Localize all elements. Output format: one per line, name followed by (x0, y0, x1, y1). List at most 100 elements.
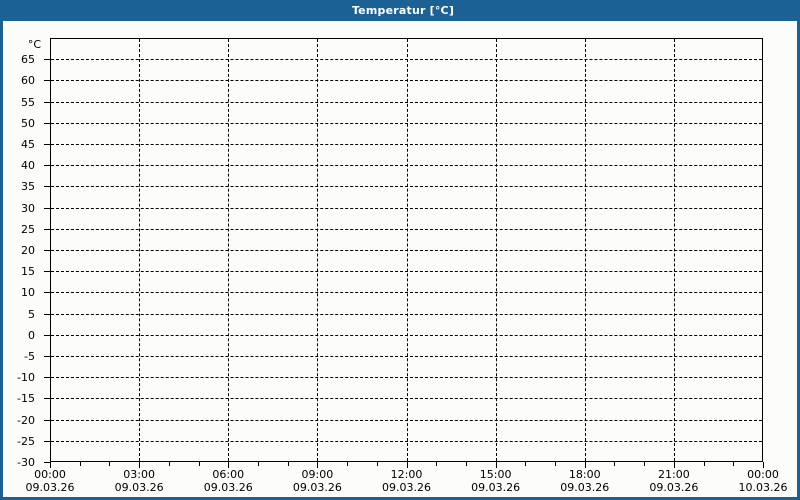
x-axis-minor-tick (644, 462, 646, 466)
x-axis-tick-time: 15:00 (479, 468, 512, 481)
y-axis-tick (44, 398, 50, 400)
x-axis-tick (673, 462, 675, 468)
x-axis-tick-time: 03:00 (123, 468, 155, 481)
x-axis-tick-label: 00:00 10.03.26 (703, 468, 800, 494)
x-axis-minor-tick (555, 462, 557, 466)
x-axis-minor-tick (257, 462, 259, 466)
gridline-vertical (584, 39, 586, 461)
y-axis-tick-label: 50 (21, 116, 35, 130)
x-axis-tick-date: 09.03.26 (471, 481, 521, 494)
gridline-vertical (139, 39, 141, 461)
x-axis-minor-tick (287, 462, 289, 466)
y-axis-tick (44, 250, 50, 251)
x-axis-minor-tick (79, 462, 81, 466)
gridline-vertical (317, 39, 319, 461)
y-axis-tick (44, 186, 50, 188)
y-axis-tick (44, 462, 50, 463)
gridline-vertical (495, 39, 497, 461)
y-axis-tick-label: 0 (28, 328, 35, 342)
y-axis-tick-label: -30 (17, 456, 35, 469)
y-axis-tick (44, 334, 50, 336)
x-axis-tick-time: 06:00 (212, 468, 245, 481)
x-axis-minor-tick (525, 462, 527, 466)
y-axis-tick-label: 40 (21, 159, 35, 173)
y-axis-tick (44, 207, 50, 209)
y-axis-tick-label: -5 (24, 350, 35, 363)
x-axis-tick-time: 18:00 (568, 468, 601, 481)
y-axis-tick (44, 101, 50, 103)
gridline-vertical (673, 39, 675, 461)
x-axis-tick-label: 03:00 09.03.26 (79, 468, 199, 494)
x-axis-tick (50, 462, 51, 468)
y-axis-tick-label: 60 (21, 74, 35, 88)
y-axis-tick-label: -20 (17, 413, 35, 427)
x-axis-tick-date: 09.03.26 (203, 481, 253, 494)
y-axis-tick-label: -10 (17, 371, 35, 385)
x-axis-tick-label: 06:00 09.03.26 (168, 468, 288, 494)
x-axis-tick (139, 462, 141, 468)
x-axis-tick-date: 09.03.26 (114, 481, 164, 494)
y-axis-tick (44, 313, 50, 315)
y-axis-tick-label: 55 (21, 95, 35, 109)
x-axis-tick (228, 462, 230, 468)
y-axis-tick-label: 65 (21, 53, 35, 67)
x-axis-minor-tick (376, 462, 378, 466)
x-axis-tick-label: 12:00 09.03.26 (347, 468, 467, 494)
x-axis-tick (495, 462, 497, 468)
y-axis-tick-label: 45 (21, 138, 35, 151)
x-axis-tick-time: 00:00 (34, 468, 66, 481)
x-axis-minor-tick (733, 462, 735, 466)
y-axis-tick (44, 271, 50, 273)
x-axis-tick (317, 462, 319, 468)
x-axis-tick (763, 462, 764, 468)
y-axis-tick (44, 144, 50, 145)
x-axis-tick-date: 09.03.26 (382, 481, 431, 494)
y-axis-tick-label: -25 (17, 434, 35, 448)
y-axis-tick-label: 30 (21, 201, 35, 215)
x-axis-tick-date: 09.03.26 (560, 481, 610, 494)
y-axis-tick (44, 440, 50, 442)
x-axis-tick-label: 15:00 09.03.26 (436, 468, 556, 494)
y-axis-tick (44, 377, 50, 379)
y-axis-tick-label: -15 (17, 392, 35, 406)
x-axis-tick-label: 00:00 09.03.26 (0, 468, 110, 494)
x-axis-tick-time: 21:00 (658, 468, 690, 481)
x-axis-minor-tick (198, 462, 200, 466)
x-axis-tick-date: 09.03.26 (292, 481, 342, 494)
x-axis-tick-time: 00:00 (747, 468, 779, 481)
x-axis-tick-label: 09:00 09.03.26 (257, 468, 377, 494)
y-axis-tick-label: 15 (21, 265, 35, 279)
x-axis-minor-tick (109, 462, 111, 466)
x-axis-minor-tick (168, 462, 170, 466)
x-axis-minor-tick (614, 462, 616, 466)
x-axis-tick-label: 21:00 09.03.26 (614, 468, 734, 494)
y-axis-tick-label: 5 (28, 307, 35, 321)
x-axis-tick-date: 09.03.26 (649, 481, 699, 494)
y-axis-tick (44, 228, 50, 230)
x-axis-tick-time: 09:00 (301, 468, 334, 481)
y-axis-tick (44, 356, 50, 357)
y-axis-tick-label: 20 (21, 244, 35, 257)
x-axis-minor-tick (347, 462, 349, 466)
x-axis-tick-date: 09.03.26 (25, 481, 75, 494)
x-axis-minor-tick (703, 462, 705, 466)
y-axis-tick-label: 10 (21, 286, 35, 300)
window-title-bar: Temperatur [°C] (3, 0, 800, 21)
x-axis-tick-label: 18:00 09.03.26 (525, 468, 645, 494)
y-axis-tick (44, 122, 50, 124)
y-axis-unit-label: °C (27, 38, 41, 51)
x-axis-tick (406, 462, 408, 468)
y-axis-tick (44, 419, 50, 421)
x-axis-tick (584, 462, 586, 468)
y-axis-tick (44, 165, 50, 167)
y-axis-tick-label: 35 (21, 180, 35, 194)
x-axis-tick-time: 12:00 (390, 468, 423, 481)
x-axis-minor-tick (465, 462, 467, 466)
gridline-vertical (406, 39, 408, 461)
y-axis-tick (44, 80, 50, 82)
x-axis-minor-tick (436, 462, 438, 466)
x-axis-tick-date: 10.03.26 (738, 481, 788, 494)
page-title: Temperatur [°C] (351, 4, 455, 17)
y-axis-tick (44, 59, 50, 61)
